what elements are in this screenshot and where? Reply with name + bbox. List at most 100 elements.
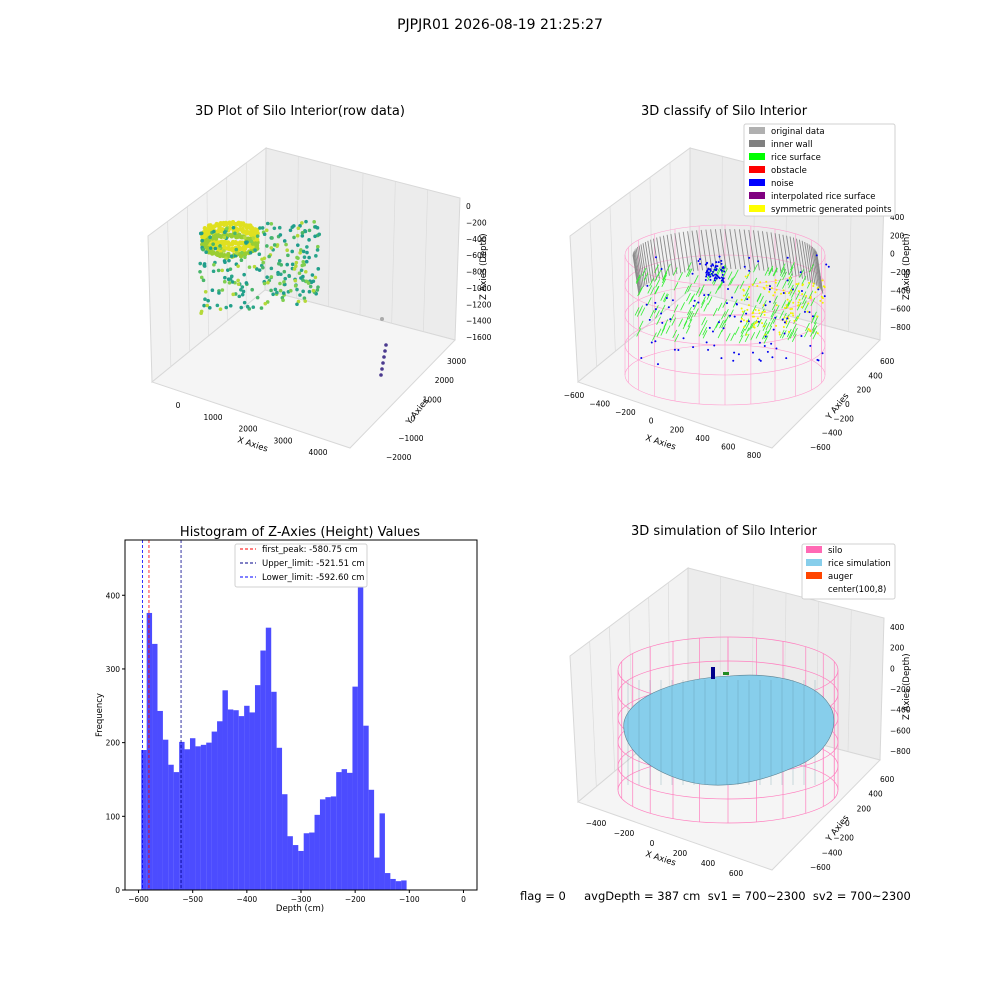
raw-data-point <box>199 231 204 236</box>
classify-xtick-label: 800 <box>747 451 762 460</box>
raw-plot-title: 3D Plot of Silo Interior(row data) <box>195 104 405 119</box>
classify-legend-label: inner wall <box>771 140 812 150</box>
raw-data-point <box>261 260 266 265</box>
classify-ztick-label: −400 <box>890 286 911 295</box>
rice-surface-mark <box>634 307 640 316</box>
rice-surface-mark <box>683 317 689 327</box>
raw-outlier-point <box>382 355 386 359</box>
simulation-legend-label: auger <box>828 572 853 582</box>
symmetric-point <box>768 290 771 293</box>
noise-point <box>705 275 708 278</box>
rice-surface-mark <box>684 285 690 294</box>
symmetric-point <box>775 324 778 327</box>
rice-surface-mark <box>744 322 750 331</box>
noise-point <box>692 346 695 349</box>
histogram-bar <box>244 705 250 890</box>
noise-point <box>758 341 761 344</box>
rice-surface-mark <box>701 317 706 326</box>
classify-legend-swatch <box>749 153 765 160</box>
rice-surface-mark <box>762 300 767 309</box>
raw-data-point <box>223 260 227 265</box>
inner-wall-line <box>662 235 670 276</box>
rice-surface-mark <box>768 267 774 276</box>
symmetric-point <box>747 304 750 307</box>
raw-data-point <box>288 288 293 293</box>
symmetric-point <box>806 310 809 313</box>
noise-point <box>716 265 719 268</box>
raw-data-point <box>220 288 225 292</box>
inner-wall-line <box>633 252 640 293</box>
raw-data-point <box>270 236 274 240</box>
symmetric-point <box>778 331 781 334</box>
rice-surface-mark <box>802 295 807 305</box>
noise-point <box>759 359 762 362</box>
rice-surface-mark <box>688 311 694 320</box>
simulation-xtick-label: 400 <box>701 859 716 868</box>
rice-surface-mark <box>669 314 675 323</box>
rice-surface-mark <box>790 262 795 271</box>
rice-surface-mark <box>700 299 706 309</box>
raw-data-point <box>313 234 317 239</box>
classify-legend: original data inner wall rice surface obsta… <box>743 123 896 217</box>
inner-wall-line <box>678 232 686 273</box>
symmetric-point <box>757 309 760 312</box>
raw-data-point <box>228 267 233 271</box>
rice-surface-mark <box>810 315 816 324</box>
rice-surface-mark <box>638 305 643 314</box>
rice-surface-mark <box>787 331 793 341</box>
rice-surface-mark <box>662 272 668 281</box>
rice-surface-mark <box>660 327 666 336</box>
symmetric-point <box>763 287 766 290</box>
simulation-xtick-label: 600 <box>729 869 744 878</box>
raw-data-point <box>276 272 280 277</box>
rice-surface-mark <box>647 285 653 294</box>
raw-data-point <box>253 248 257 252</box>
histogram-bar <box>276 747 283 890</box>
histogram-xtick-label: −200 <box>345 895 366 904</box>
rice-surface-mark <box>685 268 691 278</box>
histogram-bar <box>141 750 147 890</box>
raw-data-point <box>240 222 246 227</box>
histogram-bar <box>309 832 315 890</box>
raw-data-point <box>309 280 314 285</box>
rice-surface-mark <box>654 285 659 295</box>
raw-xtick-label: 0 <box>176 401 181 410</box>
raw-data-point <box>255 267 259 271</box>
raw-data-point <box>302 296 307 300</box>
rice-surface-mark <box>652 332 657 341</box>
symmetric-point <box>795 283 798 286</box>
raw-data-point <box>264 228 269 233</box>
rice-surface-mark <box>805 322 810 332</box>
raw-data-point <box>217 233 223 239</box>
rice-surface-mark <box>660 304 666 314</box>
rice-surface-mark <box>770 309 776 318</box>
simulation-ztick-label: −400 <box>890 706 911 715</box>
raw-data-point <box>284 242 288 247</box>
raw-data-point <box>224 305 229 310</box>
inner-wall-line <box>724 228 732 270</box>
rice-surface-mark <box>686 292 691 302</box>
rice-surface-mark <box>638 286 644 295</box>
symmetric-point <box>797 301 800 304</box>
symmetric-point <box>765 280 768 283</box>
inner-wall-line <box>650 239 658 280</box>
classify-ytick-label: −200 <box>833 414 854 423</box>
rice-surface-mark <box>763 335 769 344</box>
noise-point <box>661 321 664 324</box>
grid-line <box>422 189 429 332</box>
rice-surface-mark <box>722 299 728 308</box>
noise-point <box>783 332 786 335</box>
symmetric-point <box>798 298 801 301</box>
symmetric-point <box>759 281 762 284</box>
raw-data-point <box>250 287 254 292</box>
raw-data-point <box>234 251 239 255</box>
rice-surface-mark <box>785 319 791 329</box>
noise-point <box>748 269 751 272</box>
raw-data-point <box>279 272 283 277</box>
rice-surface-mark <box>656 316 661 325</box>
inner-wall-line <box>729 228 737 270</box>
inner-wall-line <box>691 230 699 271</box>
noise-point <box>640 357 643 360</box>
histogram-xtick-label: −400 <box>237 895 258 904</box>
noise-point <box>660 312 663 315</box>
